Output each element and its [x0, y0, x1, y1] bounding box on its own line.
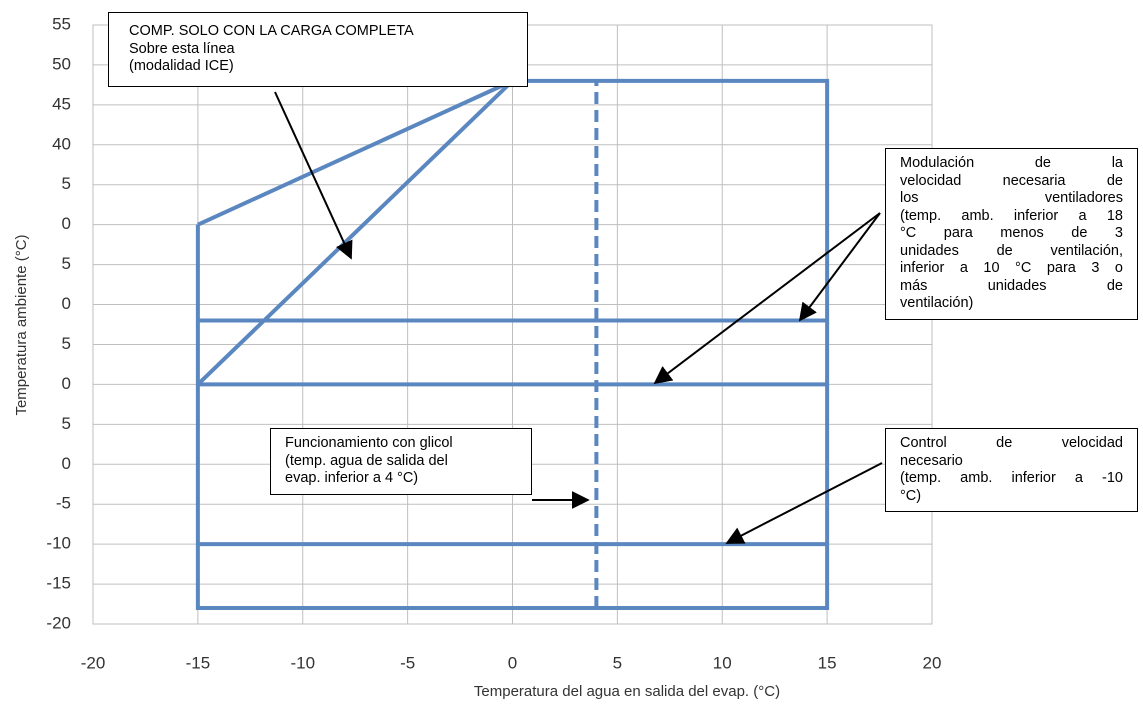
annotation-line: (temp. amb. inferior a 18: [900, 207, 1123, 224]
y-tick-label: 55: [52, 14, 71, 33]
grid: [92, 24, 933, 625]
annotation-line: más unidades de: [900, 277, 1123, 294]
annotation-line: inferior a 10 °C para 3 o: [900, 260, 1123, 276]
y-tick-label: 0: [62, 374, 71, 393]
annotation-line: ventilación): [900, 295, 974, 311]
x-tick-label: 15: [818, 653, 837, 672]
annotation-line: (modalidad ICE): [129, 58, 234, 74]
y-tick-label: 0: [62, 214, 71, 233]
y-tick-label: 5: [62, 254, 71, 273]
plot-lines: [195, 78, 830, 611]
annotation-line: necesario: [900, 452, 963, 469]
annotation-line: °C): [900, 487, 922, 504]
x-tick-label: 10: [713, 653, 732, 672]
x-tick-label: -15: [186, 653, 211, 672]
annotation-line: velocidad necesaria de: [900, 172, 1123, 189]
y-tick-label: 0: [62, 294, 71, 313]
y-tick-label: 5: [62, 414, 71, 433]
arrow: [798, 212, 881, 322]
x-tick-label: -5: [400, 653, 415, 672]
arrow: [274, 91, 353, 260]
y-tick-label: 50: [52, 54, 71, 73]
annotation-box: Modulación de la velocidad necesaria de lo…: [885, 148, 1138, 320]
x-tick-label: 5: [613, 653, 622, 672]
arrow: [725, 462, 883, 544]
y-tick-label: -10: [46, 534, 71, 553]
x-axis-title: Temperatura del agua en salida del evap.…: [474, 683, 780, 700]
annotation-line: COMP. SOLO CON LA CARGA COMPLETA: [129, 23, 414, 39]
annotation-line: (temp. amb. inferior a -10: [900, 470, 1123, 486]
y-tick-label: -20: [46, 613, 71, 632]
x-tick-label: 20: [923, 653, 942, 672]
y-tick-label: 0: [62, 454, 71, 473]
annotation-line: (temp. agua de salida del: [285, 452, 448, 469]
annotation-box: Funcionamiento con glicol (temp. agua de …: [270, 428, 532, 495]
x-tick-label: -20: [81, 653, 106, 672]
annotation-box: COMP. SOLO CON LA CARGA COMPLETA Sobre es…: [108, 12, 528, 87]
envelope-line: [196, 79, 514, 386]
annotation-line: Sobre esta línea: [129, 40, 235, 57]
x-tick-label: 0: [508, 653, 517, 672]
y-tick-label: 5: [62, 174, 71, 193]
annotation-line: °C para menos de 3: [900, 225, 1123, 241]
annotation-line: Funcionamiento con glicol: [285, 435, 453, 451]
y-tick-label: -15: [46, 574, 71, 593]
arrow: [653, 212, 881, 385]
annotation-box: Control de velocidad necesario (temp. amb.…: [885, 428, 1138, 512]
annotation-line: unidades de ventilación,: [900, 242, 1123, 259]
annotation-line: evap. inferior a 4 °C): [285, 470, 419, 486]
y-tick-label: -5: [56, 494, 71, 513]
y-tick-label: 40: [52, 134, 71, 153]
y-tick-label: 45: [52, 94, 71, 113]
x-tick-label: -10: [290, 653, 315, 672]
annotation-line: Modulación de la: [900, 155, 1123, 171]
y-tick-label: 5: [62, 334, 71, 353]
arrows: [274, 91, 883, 544]
y-axis-title: Temperatura ambiente (°C): [13, 234, 30, 415]
annotation-line: Control de velocidad: [900, 435, 1123, 451]
annotation-line: los ventiladores: [900, 190, 1123, 206]
